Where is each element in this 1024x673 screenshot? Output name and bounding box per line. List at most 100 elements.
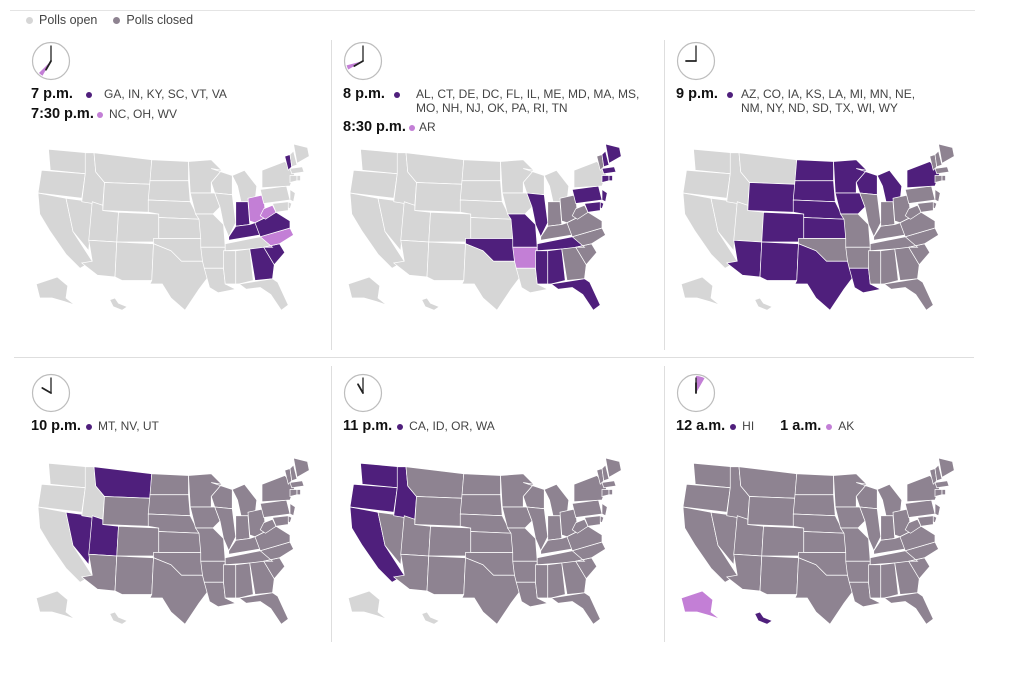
clock-icon [31,41,71,81]
state-me [605,457,622,478]
state-nm [426,555,466,595]
state-or [349,483,398,513]
legend: Polls open Polls closed [26,13,209,27]
state-wa [693,148,733,175]
state-mt [738,152,798,185]
state-md [584,515,601,527]
closing-dot [409,125,415,131]
state-ga [249,246,275,281]
state-ga [561,560,587,595]
state-ct [289,489,298,497]
state-nh [934,464,943,482]
state-wy [102,182,151,213]
state-nh [289,150,298,168]
state-nd [461,159,501,182]
state-in [880,515,896,541]
us-map [347,143,622,311]
closing-states: HI [742,419,755,433]
state-ar [845,246,871,269]
state-hi [421,611,440,625]
state-ri [296,175,301,182]
state-pa [904,185,936,204]
state-mt [405,152,465,185]
state-ks [158,531,202,553]
state-ms [868,564,882,599]
state-pa [259,499,291,518]
panel-7pm: 7 p.m. GA, IN, KY, SC, VT, VA 7:30 p.m. … [31,41,331,341]
clock-icon [31,373,71,413]
state-me [293,143,310,164]
state-tx [461,243,522,311]
state-nj [934,502,941,517]
state-tx [149,243,210,311]
state-or [37,483,86,513]
state-ak [347,590,387,620]
state-al [880,248,899,285]
closing-time: 9 p.m. [676,86,718,102]
closing-states: AK [838,419,855,433]
state-ma [934,480,950,489]
closed-swatch [113,16,121,24]
clock-hand [353,60,364,67]
state-al [547,562,566,599]
state-sd [459,180,503,203]
state-wy [747,496,796,527]
state-nd [149,159,189,182]
closing-states: AZ, CO, IA, KS, LA, MI, MN, NE, NM, NY, … [741,87,916,115]
state-fl [550,278,601,311]
closing-row-10pm: 10 p.m. MT, NV, UT [31,418,159,434]
us-map [680,143,955,311]
column-divider-4 [664,366,665,642]
closing-time: 11 p.m. [343,418,393,434]
state-nh [601,150,610,168]
state-mt [738,466,798,499]
clock-icon [343,373,383,413]
state-nd [149,473,189,496]
state-mt [93,152,153,185]
state-or [349,169,398,199]
clock-hand [357,383,364,394]
state-mt [93,466,153,499]
state-co [428,525,472,557]
closing-time: 8 p.m. [343,86,385,102]
state-mt [405,466,465,499]
clock-icon [676,373,716,413]
clock-icon [343,41,383,81]
state-nd [461,473,501,496]
closing-time: 10 p.m. [31,418,81,434]
state-fl [238,278,289,311]
state-ks [803,217,847,239]
state-nm [759,241,799,281]
state-nm [426,241,466,281]
closing-row-8pm: 8 p.m. AL, CT, DE, DC, FL, IL, ME, MD, M… [343,86,651,115]
state-ks [470,531,514,553]
state-md [272,515,289,527]
state-or [682,483,731,513]
state-md [584,201,601,213]
state-in [235,201,251,227]
state-or [37,169,86,199]
state-ia [834,506,866,529]
clock-hand [45,60,52,71]
state-ia [501,506,533,529]
state-ks [803,531,847,553]
state-pa [259,185,291,204]
state-in [547,201,563,227]
state-nj [601,188,608,203]
state-wy [414,496,463,527]
state-co [761,525,805,557]
closing-row-11pm: 11 p.m. CA, ID, OR, WA [343,418,495,434]
state-ks [470,217,514,239]
closing-row-7pm: 7 p.m. GA, IN, KY, SC, VT, VA [31,86,227,102]
state-md [272,201,289,213]
open-swatch [26,16,33,24]
state-me [938,143,955,164]
closing-dot [826,424,833,430]
state-ct [601,489,610,497]
state-nh [601,464,610,482]
state-wy [747,182,796,213]
state-me [938,457,955,478]
panel-12am: 12 a.m. HI 1 a.m. AK [676,373,976,673]
state-ar [200,246,226,269]
legend-closed: Polls closed [113,13,193,27]
